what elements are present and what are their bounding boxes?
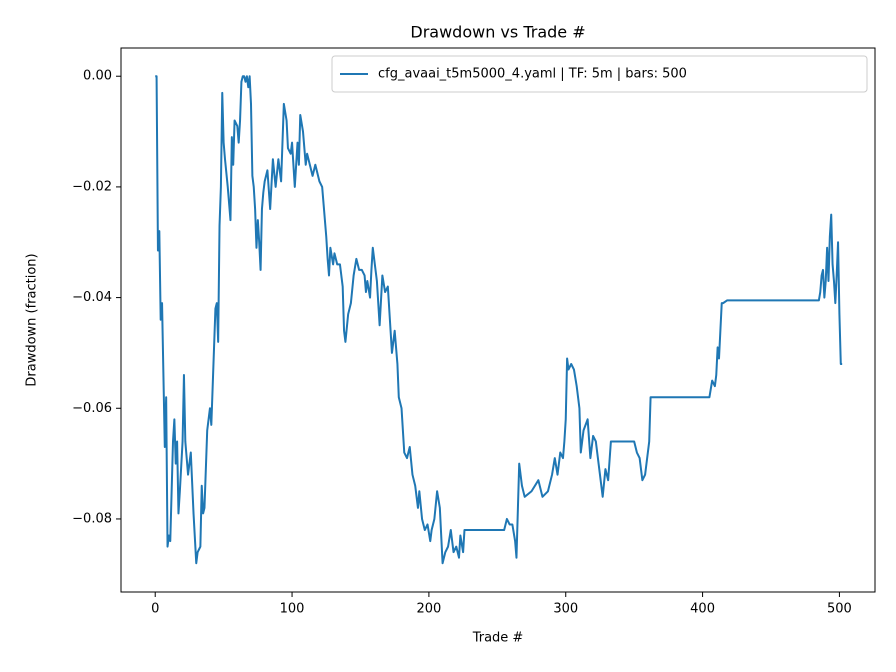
legend-label: cfg_avaai_t5m5000_4.yaml | TF: 5m | bars…	[378, 67, 687, 82]
x-tick-label: 0	[151, 602, 159, 617]
x-tick-label: 400	[690, 602, 715, 617]
y-tick-label: −0.04	[72, 290, 112, 305]
x-tick-label: 300	[553, 602, 578, 617]
data-line	[155, 75, 843, 565]
y-tick-label: −0.08	[72, 511, 112, 526]
x-axis-label: Trade #	[472, 631, 524, 646]
y-tick-label: −0.02	[72, 179, 112, 194]
chart-title: Drawdown vs Trade #	[410, 23, 585, 42]
x-tick-label: 500	[827, 602, 852, 617]
y-tick-label: −0.06	[72, 401, 112, 416]
x-tick-label: 200	[416, 602, 441, 617]
legend-box	[331, 55, 868, 93]
y-tick-label: 0.00	[83, 69, 112, 84]
plot-frame	[120, 47, 876, 593]
x-tick-label: 100	[280, 602, 305, 617]
y-axis-label: Drawdown (fraction)	[25, 253, 40, 386]
